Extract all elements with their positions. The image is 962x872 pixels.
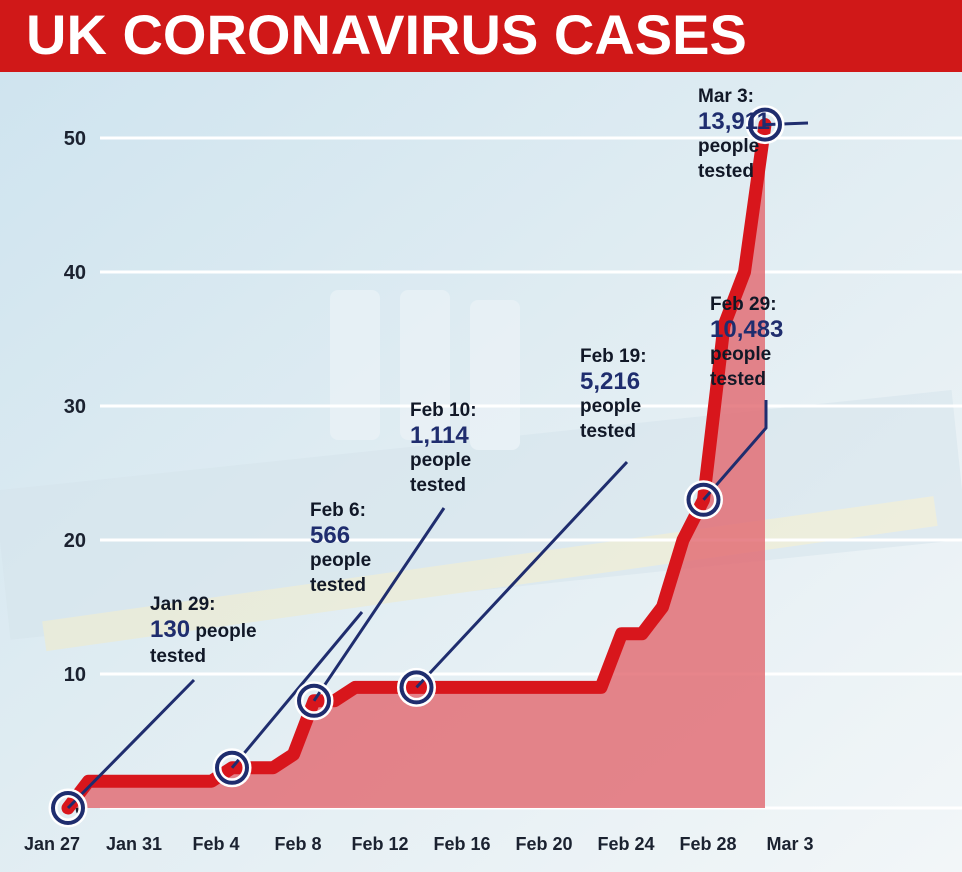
annotation-count: 10,483: [710, 316, 784, 343]
annotation-tested: tested: [710, 369, 766, 390]
annotation-date: Jan 29:: [150, 594, 216, 615]
annotation-tested: tested: [698, 161, 754, 182]
annotation-date: Feb 19:: [580, 346, 647, 367]
chart-title: UK CORONAVIRUS CASES: [26, 3, 747, 66]
annotation-people: people: [195, 621, 257, 642]
annotation-feb19: Feb 19: 5,216 people tested: [580, 344, 647, 444]
annotation-tested: tested: [150, 646, 206, 667]
x-tick-label: Feb 20: [515, 834, 572, 854]
annotation-tested: tested: [310, 575, 366, 596]
title-banner: UK CORONAVIRUS CASES: [0, 0, 962, 72]
annotation-date: Feb 10:: [410, 400, 477, 421]
annotation-count: 13,911: [698, 108, 771, 135]
x-axis: Jan 27 Jan 31 Feb 4 Feb 8 Feb 12 Feb 16 Feb 20…: [24, 834, 814, 854]
annotation-marker: [297, 683, 331, 718]
x-tick-label: Feb 16: [433, 834, 490, 854]
annotation-marker: [399, 670, 434, 705]
annotation-date: Feb 29:: [710, 294, 777, 315]
annotation-connector: [764, 121, 809, 127]
annotation-connectors: [66, 121, 809, 810]
annotation-tested: tested: [410, 475, 466, 496]
annotation-connector: [702, 400, 768, 501]
annotation-connector: [415, 460, 629, 689]
annotation-count: 5,216: [580, 368, 641, 395]
y-tick-label: 20: [64, 530, 86, 552]
annotation-tested: tested: [580, 421, 636, 442]
annotation-date: Mar 3:: [698, 86, 754, 107]
annotation-feb10: Feb 10: 1,114 people tested: [410, 398, 477, 498]
y-tick-label: 10: [64, 664, 86, 686]
annotation-feb6: Feb 6: 566 people tested: [310, 498, 371, 598]
x-tick-label: Feb 4: [192, 834, 239, 854]
annotation-jan29: Jan 29: 130 people tested: [150, 592, 257, 669]
annotation-marker: [748, 107, 782, 142]
x-tick-label: Feb 28: [679, 834, 736, 854]
x-tick-label: Jan 31: [106, 834, 162, 854]
annotation-feb29: Feb 29: 10,483 people tested: [710, 292, 783, 392]
x-tick-label: Mar 3: [766, 834, 813, 854]
annotation-count: 566: [310, 522, 351, 549]
y-tick-label: 40: [64, 262, 86, 284]
annotation-connector: [312, 507, 446, 702]
series-area: [68, 124, 765, 809]
x-tick-label: Jan 27: [24, 834, 80, 854]
annotation-people: people: [580, 396, 642, 417]
annotation-people: people: [710, 344, 772, 365]
annotation-count: 130: [150, 616, 191, 643]
x-tick-label: Feb 12: [351, 834, 408, 854]
annotation-people: people: [310, 550, 372, 571]
annotation-markers: [48, 105, 785, 828]
y-tick-label: 30: [64, 396, 86, 418]
x-tick-label: Feb 8: [274, 834, 321, 854]
annotation-connector: [66, 678, 196, 810]
annotation-date: Feb 6:: [310, 500, 366, 521]
y-tick-label: 50: [64, 128, 86, 150]
annotation-mar3: Mar 3: 13,911 people tested: [698, 84, 770, 184]
annotation-connector: [230, 611, 364, 769]
annotation-marker: [51, 791, 85, 825]
annotation-people: people: [698, 136, 760, 157]
annotation-marker: [686, 482, 721, 517]
annotation-people: people: [410, 450, 472, 471]
x-tick-label: Feb 24: [597, 834, 654, 854]
annotation-count: 1,114: [410, 422, 469, 449]
annotation-marker: [215, 750, 249, 785]
